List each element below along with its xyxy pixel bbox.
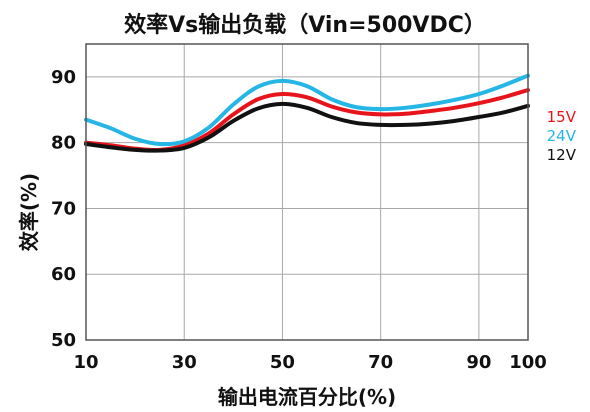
y-tick-label: 80 [51,133,76,154]
series-line-24v [84,73,530,147]
x-tick-label: 100 [509,352,547,373]
x-tick-label: 10 [73,352,98,373]
x-tick-label: 30 [172,352,197,373]
x-tick-label: 90 [466,352,491,373]
y-tick-label: 60 [51,264,76,285]
plot-frame [85,43,529,341]
y-axis-label: 效率(%) [17,173,41,251]
series-lines [84,73,530,153]
y-tick-label: 50 [51,330,76,351]
legend-entry-24v: 24V [547,127,577,145]
y-tick-label: 70 [51,198,76,219]
legend-entry-12v: 12V [547,146,577,164]
grid [85,44,529,341]
x-axis-label: 输出电流百分比(%) [218,385,396,409]
y-tick-label: 90 [51,67,76,88]
x-tick-label: 70 [368,352,393,373]
series-line-12v [84,101,530,153]
x-tick-label: 50 [270,352,295,373]
tick-labels: 10 30 50 70 90 100 50 60 70 80 90 [51,67,547,373]
legend-entry-15v: 15V [547,108,577,126]
chart-title: 效率Vs输出负载（Vin=500VDC） [124,12,486,38]
